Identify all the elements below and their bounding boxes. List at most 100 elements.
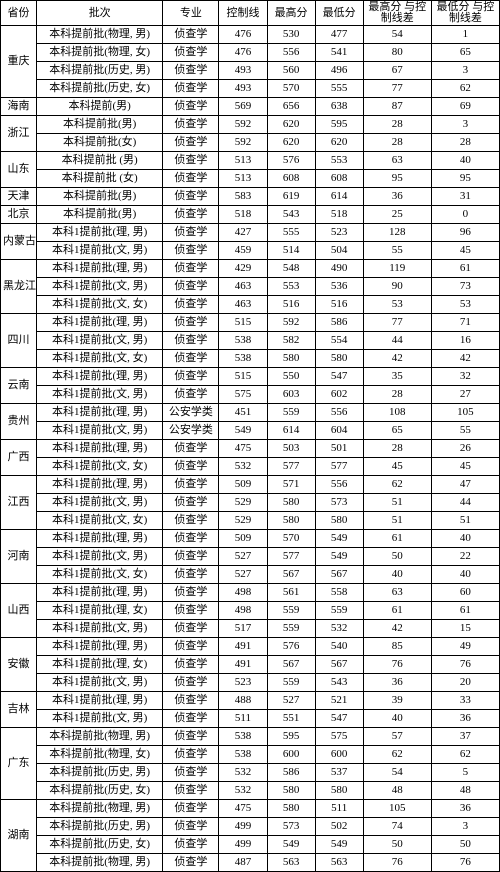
cell-dmax: 85 — [363, 638, 431, 656]
cell-batch: 本科1提前批(理, 男) — [37, 530, 163, 548]
cell-dmin: 50 — [431, 836, 499, 854]
cell-ctrl: 509 — [219, 530, 267, 548]
cell-batch: 本科提前批(男) — [37, 188, 163, 206]
province-cell: 安徽 — [1, 638, 37, 692]
cell-major: 侦查学 — [163, 26, 219, 44]
cell-max: 527 — [267, 692, 315, 710]
cell-batch: 本科提前批(历史, 女) — [37, 836, 163, 854]
cell-min: 580 — [315, 782, 363, 800]
table-row: 本科提前批(历史, 男)侦查学499573502743 — [1, 818, 500, 836]
cell-max: 548 — [267, 260, 315, 278]
cell-ctrl: 427 — [219, 224, 267, 242]
province-cell: 天津 — [1, 188, 37, 206]
table-row: 本科1提前批(文, 男)侦查学5175595324215 — [1, 620, 500, 638]
cell-dmin: 61 — [431, 602, 499, 620]
cell-batch: 本科提前批 (男) — [37, 152, 163, 170]
cell-dmax: 76 — [363, 656, 431, 674]
cell-ctrl: 538 — [219, 350, 267, 368]
cell-ctrl: 523 — [219, 674, 267, 692]
cell-dmax: 50 — [363, 836, 431, 854]
cell-ctrl: 517 — [219, 620, 267, 638]
cell-min: 614 — [315, 188, 363, 206]
cell-ctrl: 538 — [219, 332, 267, 350]
cell-batch: 本科1提前批(理, 男) — [37, 314, 163, 332]
cell-max: 555 — [267, 224, 315, 242]
cell-dmax: 95 — [363, 170, 431, 188]
cell-ctrl: 532 — [219, 458, 267, 476]
cell-max: 549 — [267, 836, 315, 854]
cell-max: 577 — [267, 458, 315, 476]
cell-major: 公安学类 — [163, 404, 219, 422]
table-row: 北京本科提前批(男)侦查学518543518250 — [1, 206, 500, 224]
cell-ctrl: 463 — [219, 296, 267, 314]
cell-max: 577 — [267, 548, 315, 566]
cell-min: 547 — [315, 710, 363, 728]
table-row: 本科提前批(历史, 男)侦查学532586537545 — [1, 764, 500, 782]
table-row: 内蒙古本科1提前批(理, 男)侦查学42755552312896 — [1, 224, 500, 242]
cell-dmin: 60 — [431, 584, 499, 602]
header-province: 省份 — [1, 1, 37, 26]
cell-max: 571 — [267, 476, 315, 494]
cell-min: 580 — [315, 350, 363, 368]
table-row: 本科1提前批(理, 女)侦查学4985595596161 — [1, 602, 500, 620]
cell-dmax: 77 — [363, 80, 431, 98]
cell-dmax: 25 — [363, 206, 431, 224]
province-cell: 山西 — [1, 584, 37, 638]
cell-major: 侦查学 — [163, 98, 219, 116]
cell-major: 侦查学 — [163, 674, 219, 692]
cell-dmax: 53 — [363, 296, 431, 314]
cell-major: 侦查学 — [163, 800, 219, 818]
cell-major: 侦查学 — [163, 782, 219, 800]
cell-batch: 本科提前批(历史, 男) — [37, 62, 163, 80]
cell-dmax: 54 — [363, 764, 431, 782]
cell-batch: 本科1提前批(理, 女) — [37, 602, 163, 620]
cell-major: 侦查学 — [163, 692, 219, 710]
cell-major: 侦查学 — [163, 836, 219, 854]
cell-max: 580 — [267, 350, 315, 368]
cell-dmin: 28 — [431, 134, 499, 152]
cell-major: 侦查学 — [163, 44, 219, 62]
cell-ctrl: 509 — [219, 476, 267, 494]
table-row: 吉林本科1提前批(理, 男)侦查学4885275213933 — [1, 692, 500, 710]
table-row: 山西本科1提前批(理, 男)侦查学4985615586360 — [1, 584, 500, 602]
cell-ctrl: 583 — [219, 188, 267, 206]
cell-dmin: 5 — [431, 764, 499, 782]
province-cell: 广西 — [1, 440, 37, 476]
cell-max: 551 — [267, 710, 315, 728]
table-row: 广东本科提前批(物理, 男)侦查学5385955755737 — [1, 728, 500, 746]
header-batch: 批次 — [37, 1, 163, 26]
cell-min: 543 — [315, 674, 363, 692]
cell-dmin: 47 — [431, 476, 499, 494]
cell-major: 侦查学 — [163, 116, 219, 134]
cell-batch: 本科提前批(历史, 男) — [37, 818, 163, 836]
cell-batch: 本科1提前批(理, 男) — [37, 404, 163, 422]
header-dmin: 最低分 与控制线差 — [431, 1, 499, 26]
cell-dmax: 51 — [363, 512, 431, 530]
table-row: 本科1提前批(文, 男)侦查学5295805735144 — [1, 494, 500, 512]
table-header: 省份 批次 专业 控制线 最高分 最低分 最高分 与控制线差 最低分 与控制线差 — [1, 1, 500, 26]
cell-dmin: 26 — [431, 440, 499, 458]
cell-dmin: 31 — [431, 188, 499, 206]
cell-major: 侦查学 — [163, 710, 219, 728]
cell-min: 602 — [315, 386, 363, 404]
cell-ctrl: 463 — [219, 278, 267, 296]
cell-dmin: 44 — [431, 494, 499, 512]
cell-batch: 本科提前批(历史, 女) — [37, 80, 163, 98]
table-row: 本科1提前批(文, 男)侦查学4595145045545 — [1, 242, 500, 260]
cell-dmin: 65 — [431, 44, 499, 62]
cell-dmax: 108 — [363, 404, 431, 422]
table-row: 本科1提前批(文, 男)侦查学5235595433620 — [1, 674, 500, 692]
cell-ctrl: 532 — [219, 782, 267, 800]
cell-dmin: 0 — [431, 206, 499, 224]
table-row: 本科提前批(物理, 男)侦查学4875635637676 — [1, 854, 500, 872]
table-row: 江西本科1提前批(理, 男)侦查学5095715566247 — [1, 476, 500, 494]
cell-dmin: 51 — [431, 512, 499, 530]
cell-min: 573 — [315, 494, 363, 512]
cell-dmin: 33 — [431, 692, 499, 710]
cell-batch: 本科提前批(物理, 男) — [37, 26, 163, 44]
cell-ctrl: 493 — [219, 80, 267, 98]
cell-min: 549 — [315, 548, 363, 566]
cell-dmax: 62 — [363, 746, 431, 764]
cell-dmin: 3 — [431, 818, 499, 836]
cell-ctrl: 538 — [219, 746, 267, 764]
